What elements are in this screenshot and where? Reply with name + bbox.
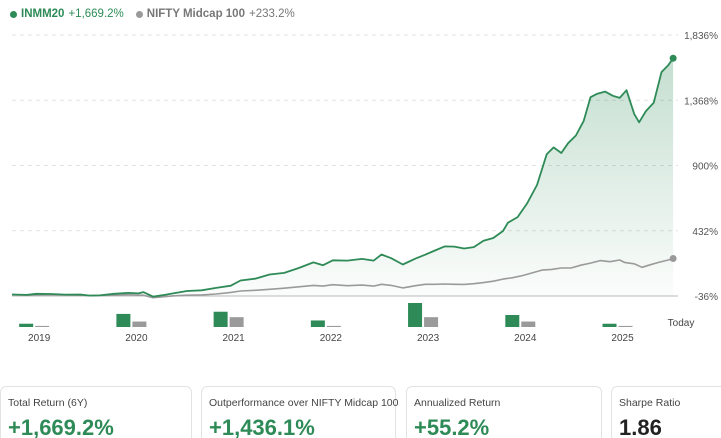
annual-bar-nifty-2024 [521,321,536,327]
legend-item-inmm20[interactable]: INMM20 +1,669.2% [10,8,124,20]
x-label-2023: 2023 [417,333,440,344]
nifty-end-point [669,254,677,262]
x-label-2022: 2022 [320,333,343,344]
x-label-2025: 2025 [611,333,634,344]
stats-cards: Total Return (6Y) +1,669.2% Outperforman… [0,386,721,438]
nifty-line [11,257,674,299]
card-total-return: Total Return (6Y) +1,669.2% [0,386,192,438]
legend-item-nifty[interactable]: NIFTY Midcap 100 +233.2% [135,8,295,20]
chart-legend: INMM20 +1,669.2% NIFTY Midcap 100 +233.2… [10,6,295,22]
legend-value-inmm20: +1,669.2% [68,8,124,20]
card-outperformance: Outperformance over NIFTY Midcap 100 +1,… [201,386,399,438]
inmm20-end-point [669,54,677,62]
card-annualized-return-label: Annualized Return [414,397,501,409]
y-tick-label-2: 900% [692,162,718,173]
legend-dot-nifty [135,10,143,18]
card-sharpe-ratio-label: Sharpe Ratio [619,397,681,409]
y-tick-label-3: 432% [692,227,718,238]
card-outperformance-label: Outperformance over NIFTY Midcap 100 [209,397,399,409]
annual-bar-nifty-2020 [132,321,147,327]
y-tick-label-1: 1,368% [684,96,718,107]
annual-bar-nifty-2019 [35,325,50,327]
x-label-2020: 2020 [125,333,148,344]
card-sharpe-ratio-value: 1.86 [619,415,662,438]
annual-bar-inmm20-2024 [505,315,520,327]
card-annualized-return: Annualized Return +55.2% [406,386,602,438]
card-total-return-value: +1,669.2% [8,415,114,438]
annual-bar-nifty-2023 [424,317,439,327]
card-outperformance-value: +1,436.1% [209,415,315,438]
legend-value-nifty: +233.2% [248,8,295,20]
legend-name-inmm20: INMM20 [21,8,65,20]
annual-bar-inmm20-2021 [213,311,228,327]
x-label-today: Today [668,318,695,329]
card-annualized-return-value: +55.2% [414,415,490,438]
annual-bar-nifty-2021 [229,317,244,327]
y-tick-label-4: -36% [695,292,718,303]
x-label-2021: 2021 [222,333,245,344]
performance-chart: 1,836% 1,368% 900% 432% -36% 2019 2020 2021 2022… [11,31,718,344]
inmm20-line [11,57,674,298]
card-sharpe-ratio: Sharpe Ratio 1.86 [611,386,721,438]
annual-bar-nifty-2022 [326,325,341,327]
annual-bar-inmm20-2025 [602,323,617,327]
legend-name-nifty: NIFTY Midcap 100 [146,8,245,20]
annual-bar-inmm20-2023 [408,303,423,327]
card-total-return-label: Total Return (6Y) [8,397,88,409]
annual-bar-inmm20-2022 [310,320,325,327]
x-label-2024: 2024 [514,333,537,344]
legend-dot-inmm20 [10,10,17,18]
annual-bar-nifty-2025 [618,325,633,327]
x-label-2019: 2019 [28,333,51,344]
annual-bar-inmm20-2019 [19,323,34,327]
y-tick-label-0: 1,836% [684,31,718,42]
inmm20-area [12,58,674,297]
annual-bar-inmm20-2020 [116,313,131,327]
